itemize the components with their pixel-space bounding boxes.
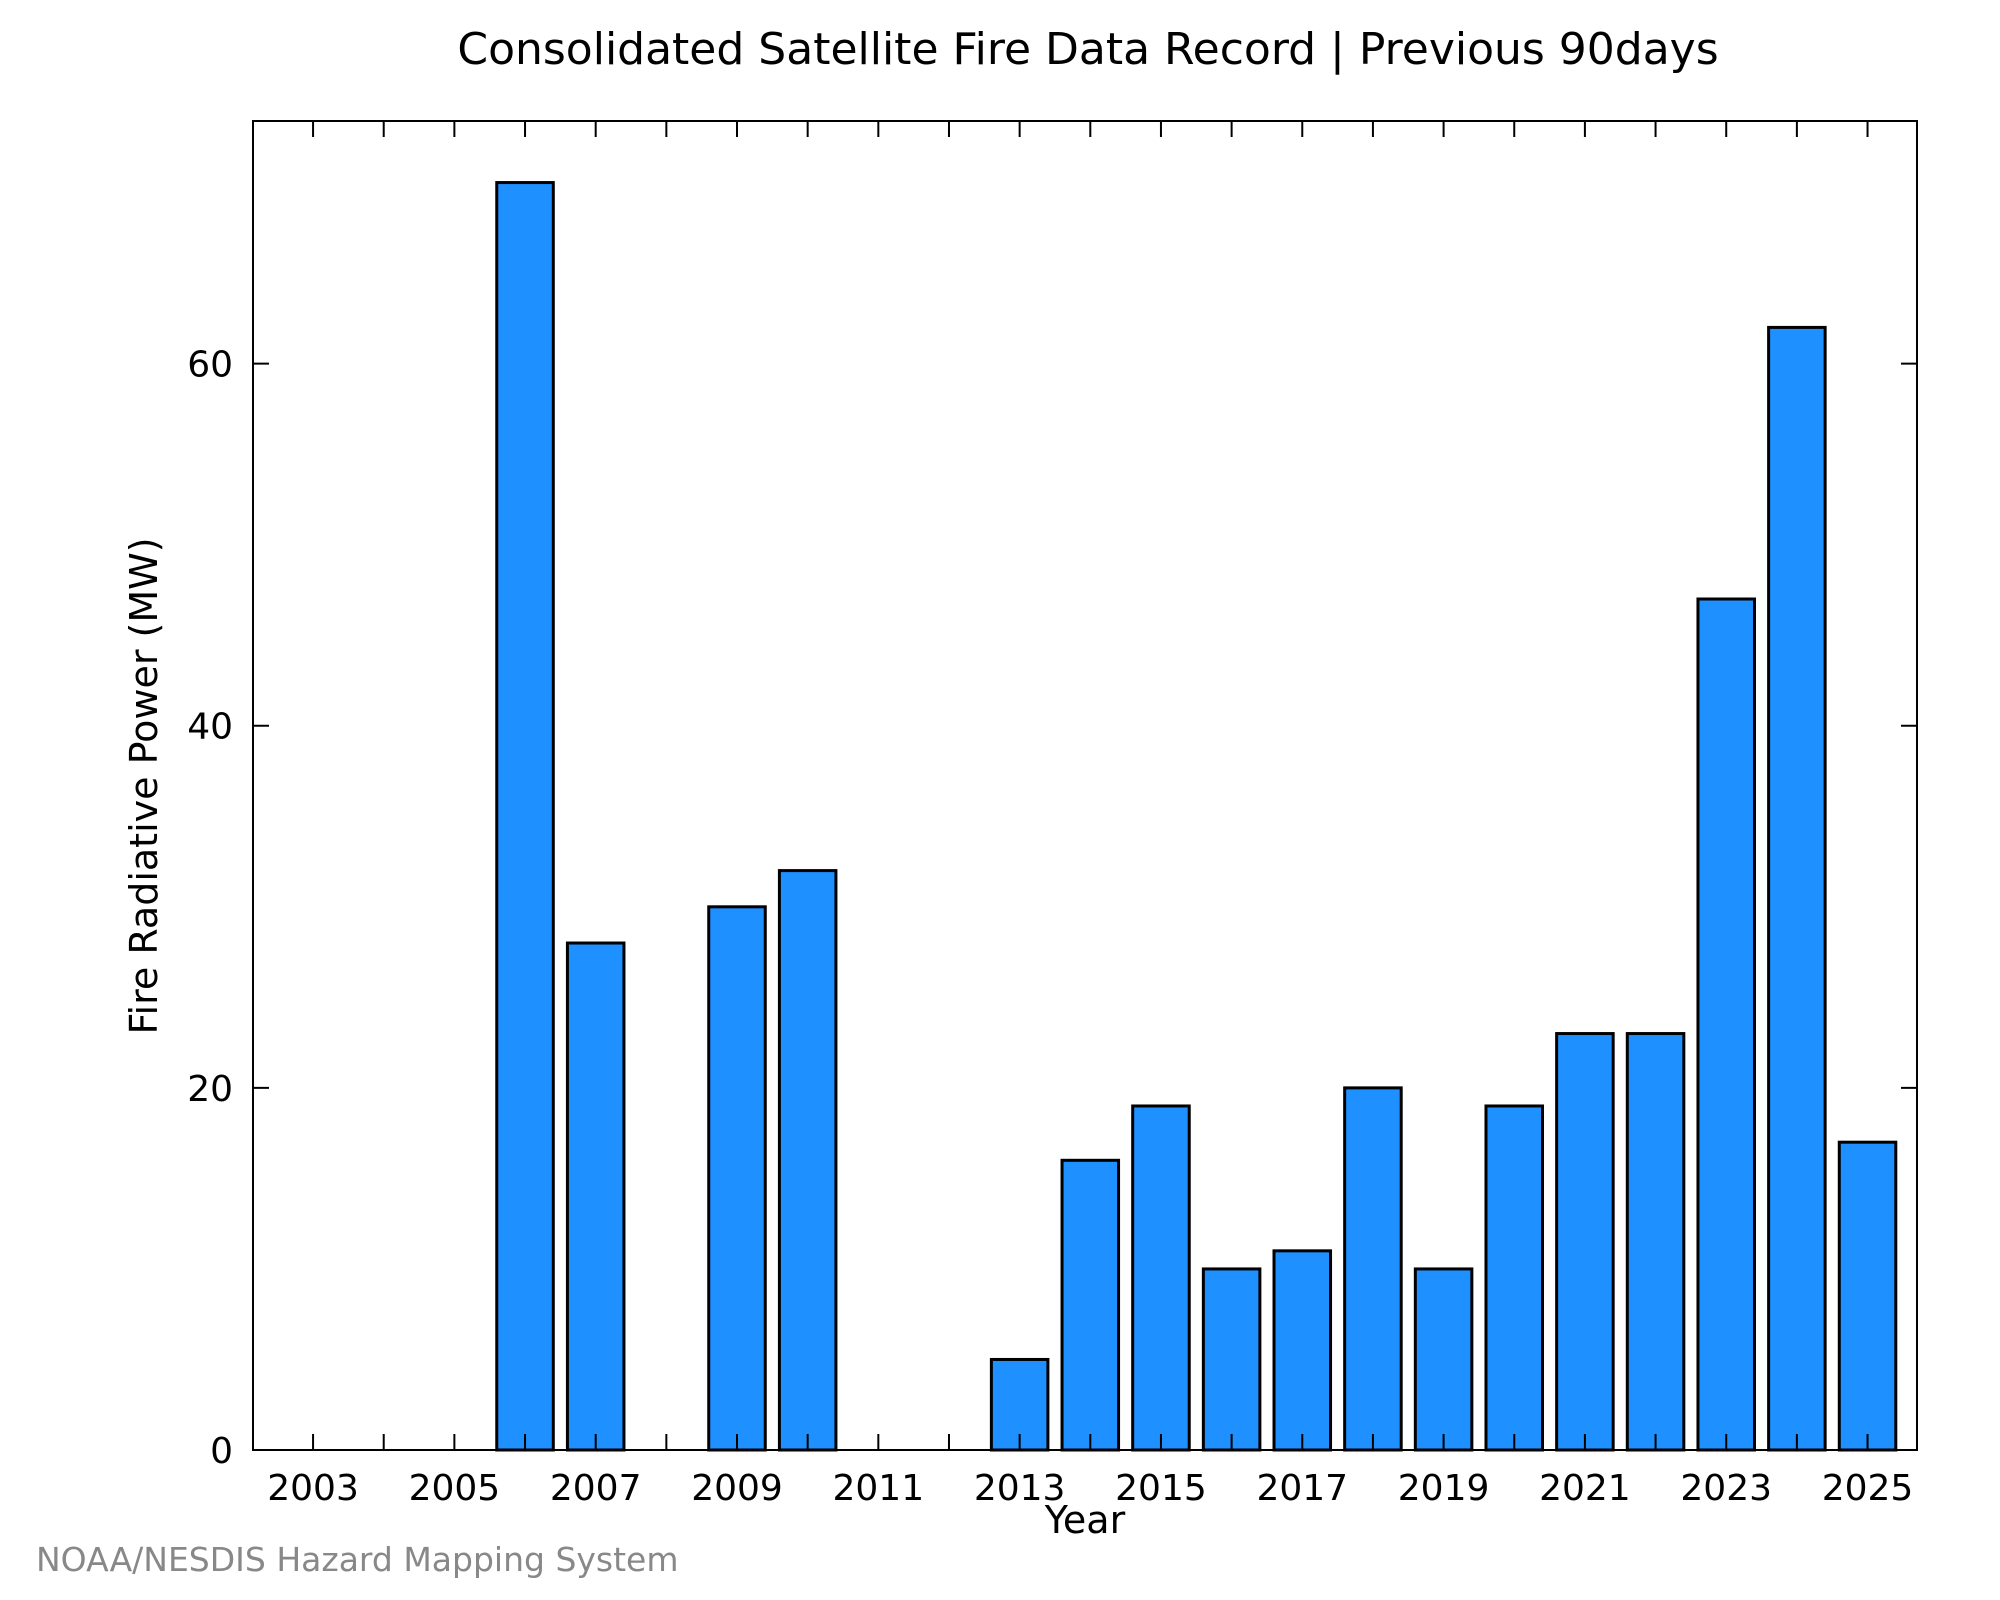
y-tick-label-0: 0	[210, 1431, 233, 1472]
bar-2023	[1696, 597, 1756, 1452]
x-tick-label-2005: 2005	[409, 1468, 501, 1509]
y-tick-label-60: 60	[187, 345, 233, 386]
bar-2014	[1060, 1158, 1121, 1452]
bar-2019	[1413, 1267, 1474, 1452]
plot-frame	[252, 120, 1918, 1451]
x-tick-label-2017: 2017	[1256, 1468, 1348, 1509]
bar-2006	[495, 181, 555, 1452]
ticks-group: 2003 2005 2007 2009 2011 2013 2015 2017 2019 2021…	[187, 121, 1917, 1509]
bar-2022	[1625, 1032, 1686, 1452]
x-tick-label-2019: 2019	[1398, 1468, 1490, 1509]
bar-2007	[565, 941, 626, 1452]
x-tick-label-2013: 2013	[974, 1468, 1066, 1509]
y-tick-label-40: 40	[187, 707, 233, 748]
x-tick-label-2021: 2021	[1539, 1468, 1631, 1509]
bar-2021	[1555, 1032, 1615, 1452]
y-tick-label-20: 20	[187, 1069, 233, 1110]
bar-2015	[1131, 1104, 1191, 1452]
x-tick-label-2025: 2025	[1822, 1468, 1914, 1509]
bar-2025	[1837, 1140, 1898, 1452]
credit-text: NOAA/NESDIS Hazard Mapping System	[36, 1540, 679, 1579]
x-axis-label: Year	[1044, 1498, 1126, 1542]
x-tick-label-2009: 2009	[691, 1468, 783, 1509]
bar-2017	[1272, 1249, 1333, 1452]
bar-2009	[707, 905, 767, 1452]
x-tick-label-2003: 2003	[267, 1468, 359, 1509]
bar-2016	[1201, 1267, 1262, 1452]
chart-title: Consolidated Satellite Fire Data Record …	[457, 24, 1718, 75]
bar-2020	[1484, 1104, 1545, 1452]
bar-2024	[1767, 325, 1827, 1452]
bars-group	[284, 181, 1898, 1452]
y-axis-label: Fire Radiative Power (MW)	[122, 537, 166, 1034]
bar-2018	[1343, 1086, 1403, 1452]
x-tick-label-2023: 2023	[1680, 1468, 1772, 1509]
x-tick-label-2007: 2007	[550, 1468, 642, 1509]
x-tick-label-2011: 2011	[833, 1468, 925, 1509]
x-tick-label-2015: 2015	[1115, 1468, 1207, 1509]
bar-2010	[777, 869, 838, 1452]
